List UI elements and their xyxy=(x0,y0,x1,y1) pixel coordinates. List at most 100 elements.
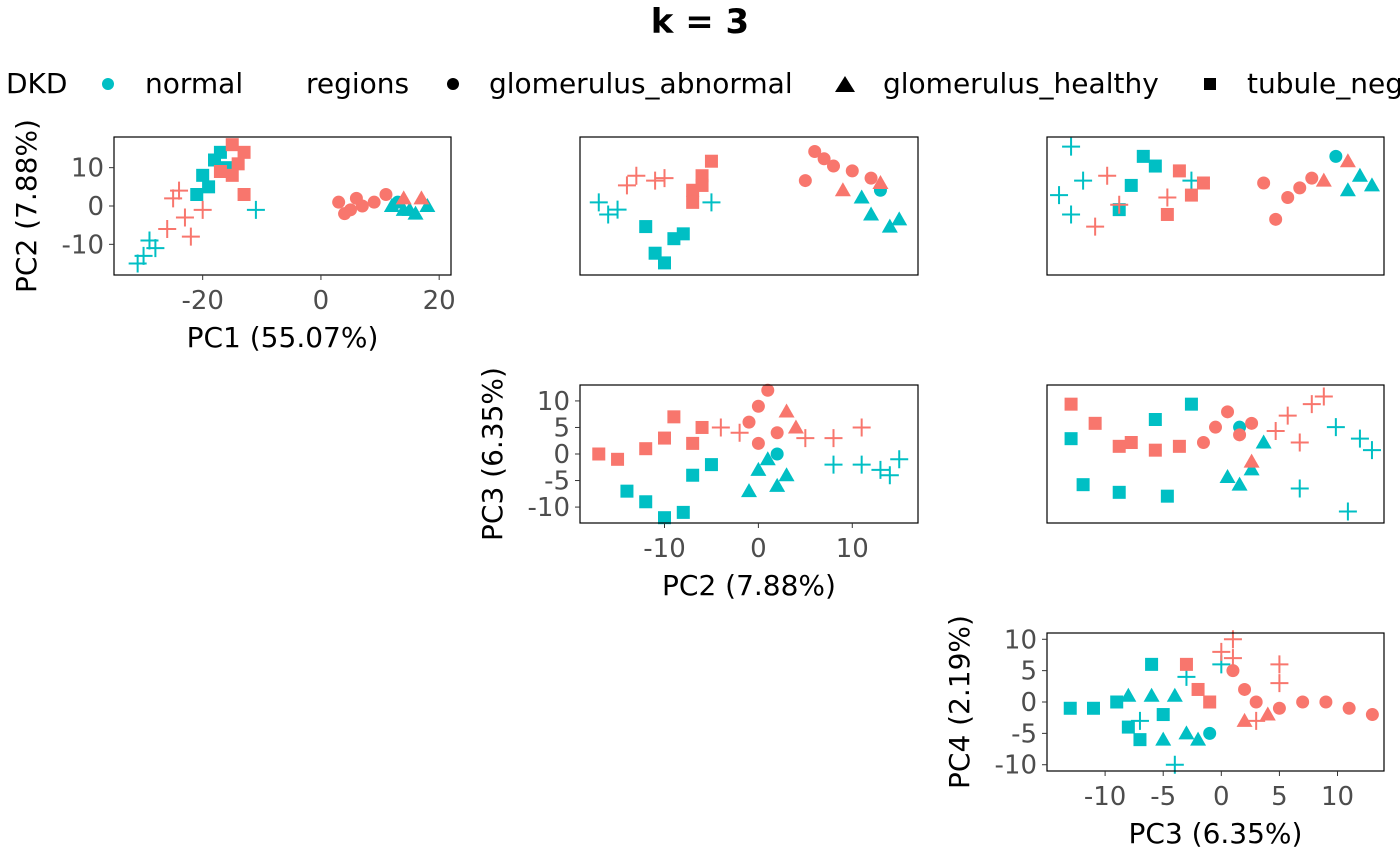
data-point xyxy=(1338,502,1357,521)
data-point xyxy=(770,447,784,461)
data-point xyxy=(1086,217,1105,236)
data-point xyxy=(787,419,804,434)
data-point xyxy=(864,171,878,185)
data-point xyxy=(225,138,239,152)
data-point xyxy=(852,455,871,474)
data-point xyxy=(778,467,795,482)
data-point xyxy=(686,195,700,209)
data-point xyxy=(1063,701,1077,715)
data-point xyxy=(1272,701,1286,715)
data-point xyxy=(1155,731,1172,746)
data-point xyxy=(1315,172,1332,187)
data-point xyxy=(1255,434,1272,449)
data-point xyxy=(1160,489,1174,503)
legend-color-title: DKD xyxy=(6,67,67,100)
data-point xyxy=(742,415,756,429)
data-point xyxy=(1064,397,1078,411)
data-point xyxy=(741,483,757,498)
data-point xyxy=(1209,420,1222,434)
data-point xyxy=(1172,439,1186,453)
data-point xyxy=(1190,731,1207,746)
x-tick-label: 20 xyxy=(423,286,456,316)
y-tick-label: 5 xyxy=(553,413,570,443)
legend-tubule-neg-key xyxy=(1204,78,1216,90)
data-point xyxy=(686,436,700,450)
data-point xyxy=(1178,725,1195,740)
x-tick-label: 5 xyxy=(1271,782,1288,812)
data-point xyxy=(181,227,200,246)
data-point xyxy=(676,227,690,241)
data-point xyxy=(413,190,430,205)
data-point xyxy=(1302,395,1321,414)
y-axis-label: PC4 (2.19%) xyxy=(943,615,976,789)
data-point xyxy=(338,207,352,221)
data-point xyxy=(1124,436,1138,449)
data-point xyxy=(1365,708,1379,722)
y-tick-label: -5 xyxy=(544,467,570,497)
data-point xyxy=(1259,706,1276,721)
data-point xyxy=(383,198,400,212)
data-point xyxy=(646,171,665,190)
data-point xyxy=(592,447,606,461)
y-tick-label: 0 xyxy=(87,192,104,222)
data-point xyxy=(1270,674,1289,693)
data-point xyxy=(1363,177,1380,192)
data-point xyxy=(419,198,436,212)
data-point xyxy=(213,145,227,159)
data-point xyxy=(1133,733,1147,747)
data-point xyxy=(1266,422,1285,440)
data-point xyxy=(1223,649,1242,668)
data-point xyxy=(1351,167,1368,182)
data-point xyxy=(1350,429,1369,448)
data-point xyxy=(1130,711,1149,730)
data-point xyxy=(1076,478,1090,492)
data-point xyxy=(1062,205,1081,224)
y-tick-label: 10 xyxy=(537,387,570,417)
x-tick-label: -10 xyxy=(1084,782,1126,812)
data-point xyxy=(852,418,871,437)
data-point xyxy=(769,477,786,492)
data-point xyxy=(761,383,775,397)
data-point xyxy=(750,461,767,476)
x-tick-label: -5 xyxy=(1150,782,1176,812)
data-point xyxy=(1166,687,1183,702)
data-point xyxy=(1177,667,1196,686)
data-point xyxy=(658,511,671,525)
data-point xyxy=(655,169,674,188)
data-point xyxy=(1245,416,1259,430)
data-point xyxy=(1050,186,1069,205)
data-point xyxy=(704,458,718,472)
data-point xyxy=(871,460,890,479)
data-point xyxy=(1290,433,1309,452)
data-point xyxy=(1290,479,1309,498)
data-point xyxy=(1110,195,1129,214)
data-point xyxy=(1088,416,1102,430)
data-point xyxy=(1172,164,1186,178)
data-point xyxy=(1293,181,1307,195)
data-point xyxy=(639,442,653,456)
data-point xyxy=(237,188,251,201)
data-point xyxy=(367,195,381,209)
legend-glomerulus-healthy-label: glomerulus_healthy xyxy=(883,67,1159,100)
x-axis-label: PC1 (55.07%) xyxy=(187,321,379,354)
data-point xyxy=(1342,701,1356,715)
data-point xyxy=(872,175,889,189)
data-point xyxy=(1270,655,1289,674)
data-point xyxy=(202,180,216,194)
data-point xyxy=(1196,436,1210,449)
data-point xyxy=(158,220,177,238)
data-point xyxy=(175,208,194,227)
data-point xyxy=(824,429,843,448)
legend-glomerulus-abnormal-label: glomerulus_abnormal xyxy=(489,67,793,100)
data-point xyxy=(1062,137,1081,156)
data-point xyxy=(611,452,625,466)
data-point xyxy=(349,191,363,205)
x-tick-label: 10 xyxy=(1321,782,1354,812)
data-point xyxy=(1339,153,1356,168)
data-point xyxy=(1086,701,1100,715)
data-point xyxy=(1226,664,1240,678)
data-point xyxy=(1203,726,1217,740)
